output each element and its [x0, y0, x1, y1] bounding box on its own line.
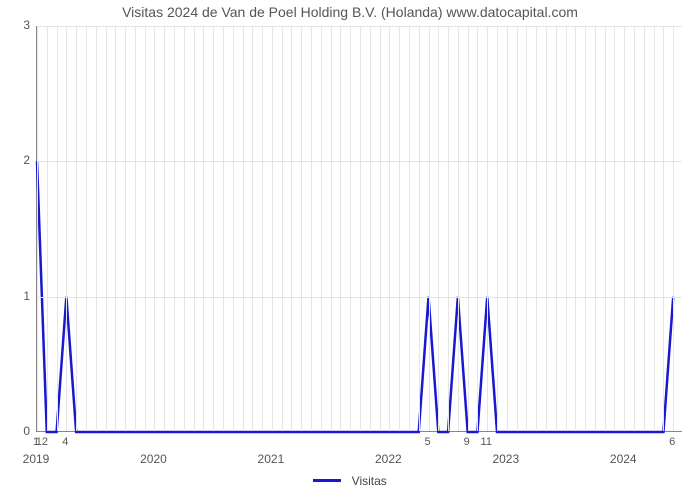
grid-line-v: [203, 26, 204, 431]
grid-line-v: [663, 26, 664, 431]
chart-legend: Visitas: [0, 472, 700, 490]
grid-line-v: [282, 26, 283, 431]
grid-line-v: [585, 26, 586, 431]
grid-line-v: [556, 26, 557, 431]
grid-line-v: [605, 26, 606, 431]
grid-line-h: [37, 161, 682, 162]
grid-line-v: [76, 26, 77, 431]
x-minor-label: 12: [36, 436, 48, 448]
grid-line-v: [331, 26, 332, 431]
grid-line-v: [595, 26, 596, 431]
grid-line-v: [458, 26, 459, 431]
grid-line-v: [614, 26, 615, 431]
grid-line-v: [654, 26, 655, 431]
grid-line-v: [487, 26, 488, 431]
x-minor-label: 11: [481, 436, 492, 448]
legend-swatch: [313, 479, 341, 482]
grid-line-v: [154, 26, 155, 431]
grid-line-v: [125, 26, 126, 431]
grid-line-v: [536, 26, 537, 431]
grid-line-v: [174, 26, 175, 431]
grid-line-v: [517, 26, 518, 431]
y-tick-label: 3: [16, 18, 30, 32]
grid-line-v: [409, 26, 410, 431]
grid-line-v: [37, 26, 38, 431]
grid-line-v: [429, 26, 430, 431]
y-tick-label: 1: [16, 289, 30, 303]
grid-line-v: [399, 26, 400, 431]
x-minor-label: 9: [464, 436, 470, 448]
grid-line-v: [96, 26, 97, 431]
grid-line-v: [438, 26, 439, 431]
grid-line-v: [291, 26, 292, 431]
grid-line-v: [243, 26, 244, 431]
grid-line-h: [37, 297, 682, 298]
grid-line-v: [575, 26, 576, 431]
grid-line-v: [272, 26, 273, 431]
grid-line-v: [213, 26, 214, 431]
grid-line-v: [546, 26, 547, 431]
grid-line-v: [66, 26, 67, 431]
grid-line-v: [233, 26, 234, 431]
x-minor-label: 6: [669, 436, 675, 448]
grid-line-v: [194, 26, 195, 431]
grid-line-v: [448, 26, 449, 431]
y-tick-label: 0: [16, 424, 30, 438]
grid-line-v: [566, 26, 567, 431]
grid-line-v: [311, 26, 312, 431]
grid-line-v: [164, 26, 165, 431]
grid-line-v: [477, 26, 478, 431]
grid-line-v: [380, 26, 381, 431]
chart-container: Visitas 2024 de Van de Poel Holding B.V.…: [0, 0, 700, 500]
grid-line-v: [321, 26, 322, 431]
chart-title: Visitas 2024 de Van de Poel Holding B.V.…: [0, 4, 700, 20]
x-major-label: 2022: [375, 452, 402, 466]
grid-line-v: [507, 26, 508, 431]
grid-line-v: [624, 26, 625, 431]
grid-line-v: [360, 26, 361, 431]
x-major-label: 2020: [140, 452, 167, 466]
x-major-label: 2024: [610, 452, 637, 466]
grid-line-v: [634, 26, 635, 431]
chart-plot-area: [36, 26, 682, 432]
grid-line-v: [389, 26, 390, 431]
x-minor-label: 5: [424, 436, 430, 448]
grid-line-v: [644, 26, 645, 431]
grid-line-v: [497, 26, 498, 431]
grid-line-v: [252, 26, 253, 431]
grid-line-v: [47, 26, 48, 431]
grid-line-v: [340, 26, 341, 431]
x-major-label: 2023: [492, 452, 519, 466]
grid-line-v: [262, 26, 263, 431]
grid-line-v: [350, 26, 351, 431]
y-tick-label: 2: [16, 153, 30, 167]
grid-line-v: [419, 26, 420, 431]
grid-line-v: [301, 26, 302, 431]
x-major-label: 2021: [258, 452, 285, 466]
grid-line-v: [673, 26, 674, 431]
grid-line-h: [37, 26, 682, 27]
legend-label: Visitas: [352, 474, 387, 488]
grid-line-v: [370, 26, 371, 431]
grid-line-v: [106, 26, 107, 431]
grid-line-v: [115, 26, 116, 431]
grid-line-v: [145, 26, 146, 431]
x-major-label: 2019: [23, 452, 50, 466]
grid-line-v: [86, 26, 87, 431]
grid-line-v: [223, 26, 224, 431]
grid-line-v: [135, 26, 136, 431]
x-minor-label: 4: [62, 436, 68, 448]
grid-line-v: [184, 26, 185, 431]
grid-line-v: [468, 26, 469, 431]
grid-line-v: [526, 26, 527, 431]
grid-line-v: [57, 26, 58, 431]
